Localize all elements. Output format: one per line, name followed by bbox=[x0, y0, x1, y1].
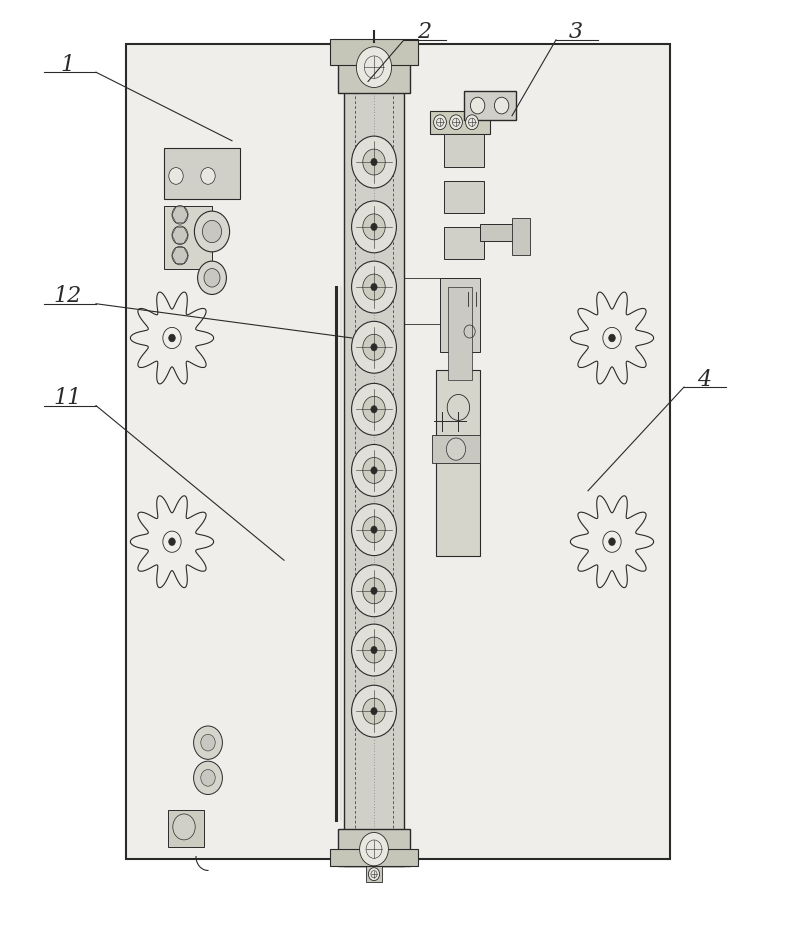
Circle shape bbox=[363, 457, 386, 483]
Circle shape bbox=[201, 168, 215, 184]
Circle shape bbox=[363, 274, 386, 300]
Bar bbox=[164, 206, 212, 269]
Circle shape bbox=[363, 214, 386, 240]
Circle shape bbox=[363, 517, 386, 543]
Bar bbox=[126, 44, 670, 859]
Circle shape bbox=[172, 246, 188, 265]
Polygon shape bbox=[570, 495, 654, 588]
Circle shape bbox=[363, 698, 386, 724]
Circle shape bbox=[169, 334, 175, 342]
Circle shape bbox=[201, 770, 215, 786]
Polygon shape bbox=[570, 292, 654, 384]
Circle shape bbox=[363, 149, 386, 175]
Circle shape bbox=[173, 814, 195, 840]
Bar bbox=[436, 370, 480, 556]
Circle shape bbox=[363, 396, 386, 422]
Circle shape bbox=[371, 406, 378, 413]
Circle shape bbox=[371, 344, 378, 351]
Circle shape bbox=[609, 334, 615, 342]
Circle shape bbox=[363, 334, 386, 360]
Circle shape bbox=[198, 261, 226, 294]
Circle shape bbox=[201, 734, 215, 751]
Circle shape bbox=[352, 136, 397, 188]
Circle shape bbox=[360, 832, 389, 866]
Bar bbox=[338, 829, 410, 866]
Text: 1: 1 bbox=[61, 54, 75, 76]
Circle shape bbox=[194, 761, 222, 795]
Bar bbox=[366, 866, 382, 882]
Bar bbox=[444, 134, 484, 167]
Circle shape bbox=[352, 444, 397, 496]
Bar bbox=[330, 39, 418, 65]
Circle shape bbox=[450, 115, 462, 130]
Circle shape bbox=[357, 46, 392, 88]
Circle shape bbox=[371, 158, 378, 166]
Circle shape bbox=[352, 383, 397, 435]
Circle shape bbox=[371, 223, 378, 231]
Circle shape bbox=[172, 206, 188, 224]
Polygon shape bbox=[130, 292, 214, 384]
Circle shape bbox=[609, 538, 615, 545]
Circle shape bbox=[194, 726, 222, 759]
Circle shape bbox=[352, 504, 397, 556]
Circle shape bbox=[363, 637, 386, 663]
Bar bbox=[344, 65, 404, 866]
Circle shape bbox=[352, 624, 397, 676]
Circle shape bbox=[363, 578, 386, 604]
Circle shape bbox=[169, 538, 175, 545]
Circle shape bbox=[169, 168, 183, 184]
Circle shape bbox=[447, 394, 470, 420]
Bar bbox=[440, 278, 480, 352]
Bar bbox=[444, 227, 484, 259]
Circle shape bbox=[204, 269, 220, 287]
Text: 2: 2 bbox=[417, 21, 431, 44]
Circle shape bbox=[194, 211, 230, 252]
Circle shape bbox=[368, 868, 380, 881]
Circle shape bbox=[434, 115, 446, 130]
Text: 12: 12 bbox=[54, 285, 82, 307]
Circle shape bbox=[470, 97, 485, 114]
Circle shape bbox=[352, 321, 397, 373]
Circle shape bbox=[352, 201, 397, 253]
Circle shape bbox=[172, 226, 188, 244]
Text: 11: 11 bbox=[54, 387, 82, 409]
Bar bbox=[164, 148, 240, 199]
Bar bbox=[430, 111, 490, 134]
Circle shape bbox=[371, 646, 378, 654]
Circle shape bbox=[371, 467, 378, 474]
Circle shape bbox=[371, 587, 378, 594]
Circle shape bbox=[352, 565, 397, 617]
Bar bbox=[480, 224, 524, 241]
Circle shape bbox=[371, 526, 378, 533]
Circle shape bbox=[446, 438, 466, 460]
Bar bbox=[448, 287, 472, 380]
Circle shape bbox=[202, 220, 222, 243]
Circle shape bbox=[352, 685, 397, 737]
Bar bbox=[464, 91, 516, 120]
Circle shape bbox=[371, 283, 378, 291]
Circle shape bbox=[352, 261, 397, 313]
Bar bbox=[432, 435, 480, 463]
Bar bbox=[168, 810, 204, 847]
Circle shape bbox=[494, 97, 509, 114]
Bar bbox=[338, 42, 410, 93]
Polygon shape bbox=[130, 495, 214, 588]
Text: 4: 4 bbox=[697, 369, 711, 391]
Circle shape bbox=[371, 707, 378, 715]
Bar bbox=[444, 181, 484, 213]
Text: 3: 3 bbox=[569, 21, 583, 44]
Circle shape bbox=[466, 115, 478, 130]
Bar bbox=[330, 849, 418, 866]
Bar bbox=[512, 218, 530, 255]
